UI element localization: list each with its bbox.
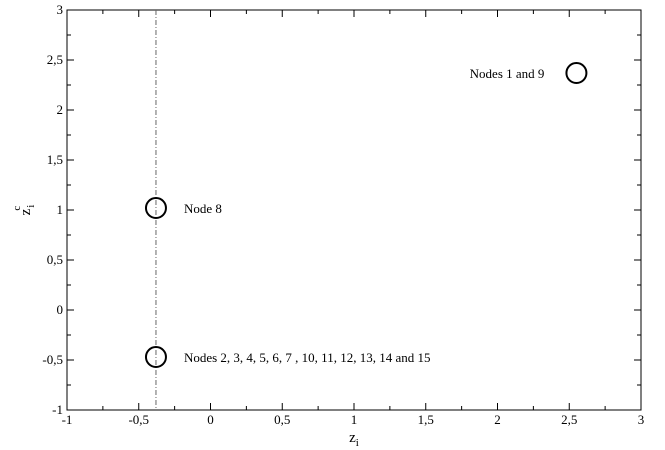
x-tick-label: 2,5 — [561, 412, 577, 427]
x-tick-label: 2 — [494, 412, 501, 427]
x-tick-label: -1 — [62, 412, 73, 427]
svg-text:zic: zic — [11, 205, 37, 216]
x-tick-label: 1,5 — [418, 412, 434, 427]
data-point-circle — [565, 62, 588, 84]
x-axis-title: zi — [349, 430, 359, 449]
x-tick-label: -0,5 — [128, 412, 149, 427]
y-axis-title-sup: c — [11, 206, 23, 211]
point-annotation: Nodes 1 and 9 — [470, 66, 545, 81]
y-tick-label: 0 — [57, 302, 64, 317]
data-point-circle — [144, 197, 167, 219]
data-point-circle — [144, 346, 167, 368]
y-tick-label: 0,5 — [47, 252, 63, 267]
y-tick-label: 2 — [57, 102, 64, 117]
y-tick-label: -0,5 — [42, 352, 63, 367]
x-tick-label: 0 — [207, 412, 214, 427]
point-annotation: Nodes 2, 3, 4, 5, 6, 7 , 10, 11, 12, 13,… — [184, 350, 431, 365]
y-axis-title: zic — [11, 205, 37, 216]
y-tick-label: 3 — [57, 2, 64, 17]
y-tick-label: 1 — [57, 202, 64, 217]
y-axis-title-base: z — [18, 208, 34, 215]
axis-ticks: -1 -0,5 0 0,5 1 1,5 2 2,5 3 -1 -0,5 0 0,5 1 1,5 2 2,5 3 — [42, 2, 644, 427]
y-tick-label: -1 — [52, 402, 63, 417]
point-annotation: Node 8 — [184, 201, 222, 216]
x-tick-label: 0,5 — [274, 412, 290, 427]
y-tick-label: 2,5 — [47, 52, 63, 67]
x-tick-label: 3 — [638, 412, 645, 427]
y-tick-label: 1,5 — [47, 152, 63, 167]
x-tick-label: 1 — [351, 412, 358, 427]
y-axis-title-sub: i — [25, 205, 37, 208]
data-points — [144, 62, 588, 368]
point-annotations: Nodes 1 and 9 Node 8 Nodes 2, 3, 4, 5, 6, … — [184, 66, 544, 365]
